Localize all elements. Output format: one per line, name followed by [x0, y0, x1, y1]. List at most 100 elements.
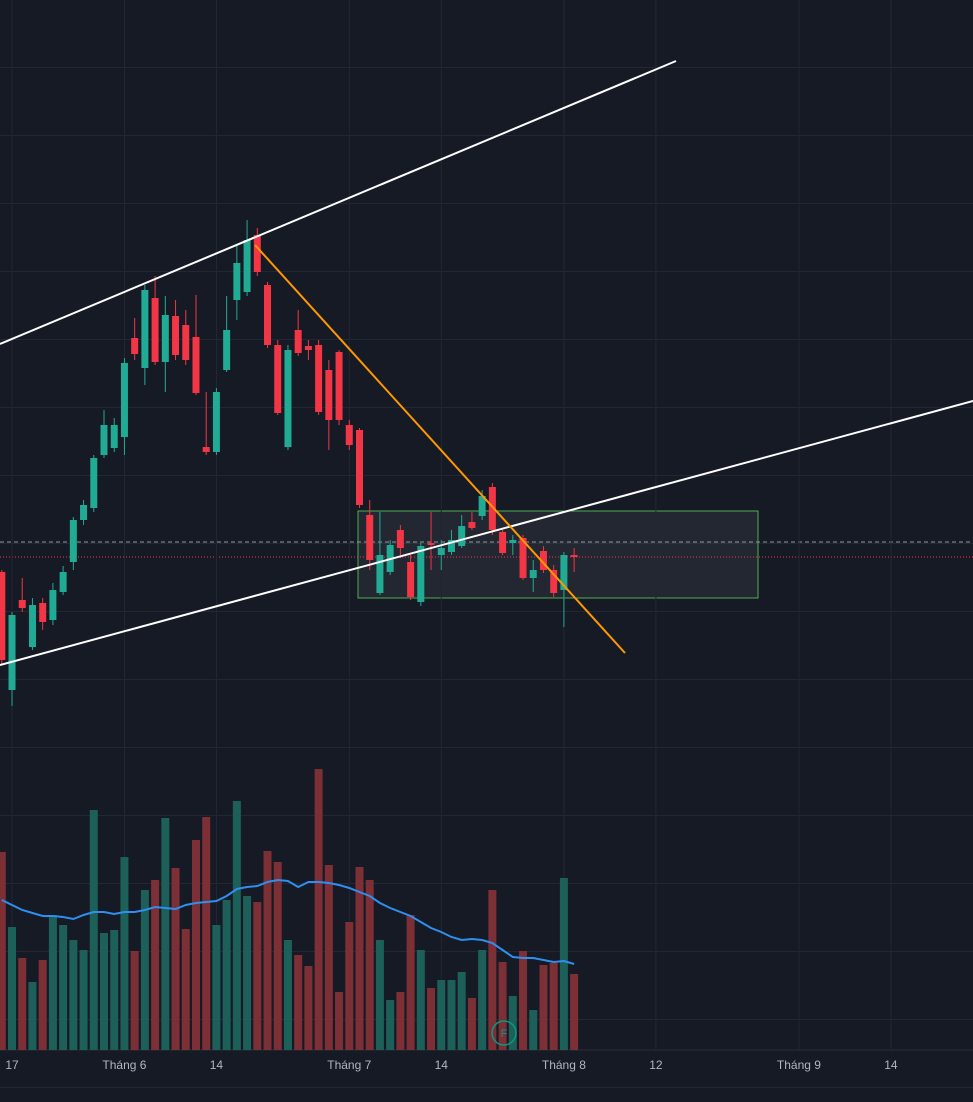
volume-bar: [283, 940, 292, 1050]
volume-bar: [365, 880, 374, 1050]
volume-bar: [161, 818, 170, 1050]
candle-body: [417, 546, 425, 602]
volume-bar: [212, 925, 221, 1050]
volume-bar: [386, 1000, 395, 1050]
volume-bar: [508, 996, 517, 1050]
volume-bar: [8, 927, 17, 1050]
candle-body: [468, 522, 476, 528]
candle-body: [488, 487, 496, 530]
volume-bar: [171, 868, 180, 1050]
volume-bar: [427, 988, 436, 1050]
candle-body: [69, 520, 77, 562]
volume-bar: [202, 817, 211, 1050]
x-tick-label: 17: [5, 1058, 19, 1072]
trend-line: [0, 60, 677, 345]
volume-bar: [396, 992, 405, 1050]
candle-body: [120, 363, 128, 437]
volume-bar: [191, 840, 200, 1050]
x-tick-label: 14: [210, 1058, 224, 1072]
x-tick-label: Tháng 6: [102, 1058, 146, 1072]
candle-body: [447, 540, 455, 552]
candle-body: [560, 555, 568, 590]
candle-body: [529, 570, 537, 578]
volume-bar: [304, 966, 313, 1050]
candle-body: [376, 555, 384, 593]
volume-bar: [406, 915, 415, 1050]
volume-bar: [89, 810, 98, 1050]
volume-bar: [130, 951, 139, 1050]
candle-body: [243, 240, 251, 292]
event-marker-label: F: [501, 1028, 508, 1040]
series-layer: [0, 0, 892, 1050]
x-tick-label: 14: [435, 1058, 449, 1072]
candle-body: [325, 370, 333, 420]
candle-body: [570, 555, 578, 557]
candle-body: [274, 345, 282, 413]
candle-body: [519, 538, 527, 578]
candle-body: [223, 330, 231, 370]
event-marker[interactable]: [491, 1020, 517, 1046]
candle-body: [161, 315, 169, 362]
candle-body: [264, 285, 272, 345]
candle-body: [80, 505, 88, 520]
volume-bar: [488, 890, 497, 1050]
volume-bar: [222, 900, 231, 1050]
candle-body: [28, 605, 36, 647]
volume-bar: [253, 902, 262, 1050]
x-tick-label: Tháng 8: [542, 1058, 586, 1072]
candle-body: [396, 530, 404, 548]
volume-bar: [314, 769, 323, 1050]
volume-bar: [549, 963, 558, 1050]
volume-ma-line: [1, 878, 575, 965]
volume-bar: [120, 857, 129, 1050]
volume-bar: [570, 974, 579, 1050]
volume-bar: [59, 925, 68, 1050]
volume-bar: [457, 972, 466, 1050]
volume-bar: [437, 980, 446, 1050]
candle-body: [182, 325, 190, 360]
volume-bar: [18, 958, 27, 1050]
candle-body: [131, 338, 139, 354]
candle-body: [294, 330, 302, 353]
candle-body: [284, 350, 292, 447]
candle-body: [90, 458, 98, 508]
volume-bar: [498, 962, 507, 1050]
candle-body: [437, 548, 445, 555]
trend-line: [0, 400, 973, 666]
volume-bar: [345, 922, 354, 1050]
candle-body: [366, 515, 374, 560]
candle-body: [427, 543, 435, 545]
volume-bar: [28, 982, 37, 1050]
volume-bar: [324, 865, 333, 1050]
candle-body: [478, 496, 486, 516]
candle-body: [0, 572, 6, 660]
volume-bar: [467, 998, 476, 1050]
candle-body: [192, 337, 200, 393]
volume-bar: [48, 915, 57, 1050]
volume-bar: [294, 955, 303, 1050]
candle-body: [458, 526, 466, 546]
volume-bar: [232, 801, 241, 1050]
candle-body: [345, 425, 353, 445]
candle-body: [100, 425, 108, 455]
volume-bar: [243, 896, 252, 1050]
candle-body: [509, 540, 517, 543]
candle-body: [49, 590, 57, 620]
candle-body: [233, 263, 241, 300]
candle-body: [212, 392, 220, 452]
x-tick-label: 12: [649, 1058, 663, 1072]
candle-body: [8, 615, 16, 690]
volume-bar: [539, 965, 548, 1050]
volume-bar: [416, 950, 425, 1050]
volume-bar: [140, 890, 149, 1050]
volume-bar: [335, 992, 344, 1050]
x-tick-label: Tháng 9: [777, 1058, 821, 1072]
candle-body: [141, 290, 149, 368]
x-tick-label: 14: [884, 1058, 898, 1072]
candle-body: [550, 570, 558, 593]
volume-bar: [519, 951, 528, 1050]
volume-bar: [0, 852, 6, 1050]
volume-bar: [100, 933, 108, 1050]
candle-body: [304, 346, 312, 350]
